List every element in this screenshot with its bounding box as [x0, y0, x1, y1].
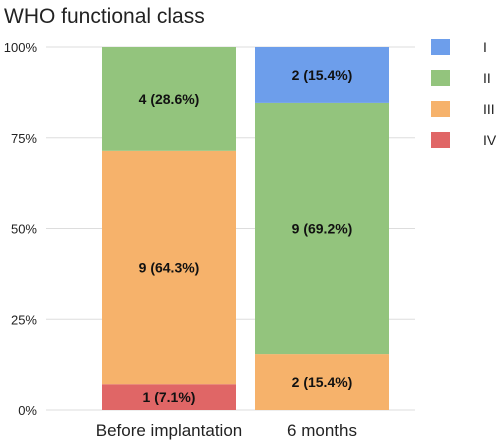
legend-label: III: [483, 101, 495, 117]
legend-swatch-I: [431, 39, 450, 55]
y-tick-label: 75%: [11, 131, 37, 146]
y-tick-label: 100%: [4, 40, 38, 55]
bar-segment-II: [255, 102, 389, 355]
legend-label: IV: [483, 132, 497, 148]
data-label: 2 (15.4%): [292, 374, 353, 390]
legend-label: I: [483, 39, 487, 55]
data-label: 9 (64.3%): [139, 260, 200, 276]
legend-swatch-II: [431, 70, 450, 86]
y-tick-label: 0%: [18, 403, 37, 418]
data-labels: 1 (7.1%) 9 (64.3%) 4 (28.6%) 2 (15.4%) 9 (69…: [139, 67, 353, 405]
data-label: 1 (7.1%): [143, 389, 196, 405]
x-tick-label: Before implantation: [96, 421, 242, 440]
bar-segment-III: [255, 354, 389, 410]
chart-title: WHO functional class: [4, 5, 205, 28]
data-label: 2 (15.4%): [292, 67, 353, 83]
legend-label: II: [483, 70, 491, 86]
x-tick-label: 6 months: [287, 421, 357, 440]
bar-segment-I: [255, 47, 389, 103]
x-axis: Before implantation 6 months: [96, 421, 357, 440]
y-tick-label: 50%: [11, 222, 37, 237]
bar-segment-III: [102, 150, 236, 385]
bar-segment-II: [102, 47, 236, 151]
data-label: 9 (69.2%): [292, 221, 353, 237]
data-label: 4 (28.6%): [139, 91, 200, 107]
y-axis: 0% 25% 50% 75% 100%: [4, 40, 38, 418]
bars: [102, 47, 389, 410]
legend-swatch-III: [431, 101, 450, 117]
legend-swatch-IV: [431, 132, 450, 148]
bar-segment-IV: [102, 384, 236, 410]
y-tick-label: 25%: [11, 312, 37, 327]
